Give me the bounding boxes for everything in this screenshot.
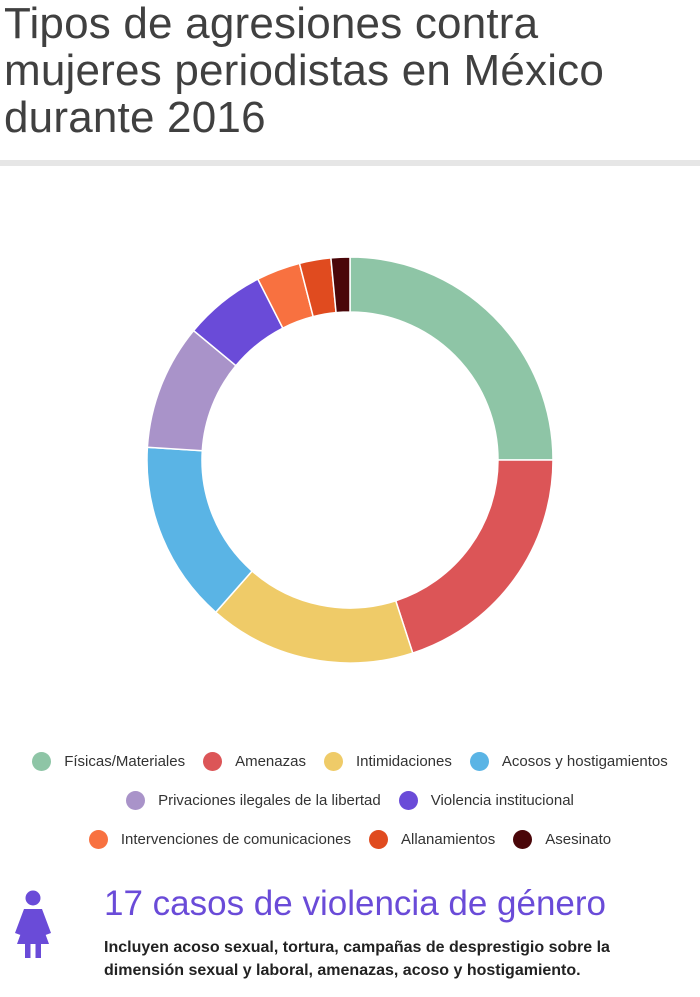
legend-label: Asesinato — [545, 831, 612, 848]
legend-swatch — [126, 791, 146, 810]
donut-slice-2[interactable] — [214, 569, 414, 664]
legend-item-fisicas[interactable]: Físicas/Materiales — [32, 752, 185, 771]
legend-item-allanamientos[interactable]: Allanamientos — [369, 830, 495, 849]
legend-row: Físicas/Materiales Amenazas Intimidacion… — [0, 742, 700, 781]
woman-icon — [15, 890, 51, 958]
legend-swatch — [323, 752, 343, 771]
page-title: Tipos de agresiones contra mujeres perio… — [4, 0, 605, 142]
donut-svg — [146, 256, 554, 664]
legend-label: Intimidaciones — [355, 753, 452, 770]
legend-swatch — [88, 830, 108, 849]
legend-item-acosos[interactable]: Acosos y hostigamientos — [469, 752, 668, 771]
legend-swatch — [32, 752, 52, 771]
chart-legend: Físicas/Materiales Amenazas Intimidacion… — [0, 742, 700, 859]
callout-text: Incluyen acoso sexual, tortura, campañas… — [104, 939, 610, 979]
donut-slice-0[interactable] — [349, 256, 554, 461]
legend-item-privaciones[interactable]: Privaciones ilegales de la libertad — [126, 791, 381, 810]
callout-title: 17 casos de violencia de género — [104, 884, 607, 923]
legend-swatch — [398, 791, 418, 810]
legend-swatch — [203, 752, 223, 771]
legend-item-intervenciones[interactable]: Intervenciones de comunicaciones — [88, 830, 352, 849]
legend-swatch — [369, 830, 389, 849]
donut-slice-3[interactable] — [146, 446, 254, 614]
legend-label: Privaciones ilegales de la libertad — [158, 792, 381, 809]
legend-label: Acosos y hostigamientos — [501, 753, 668, 770]
legend-item-amenazas[interactable]: Amenazas — [203, 752, 306, 771]
legend-item-intimidaciones[interactable]: Intimidaciones — [323, 752, 452, 771]
divider — [0, 160, 700, 166]
legend-label: Violencia institucional — [430, 792, 574, 809]
legend-row: Privaciones ilegales de la libertad Viol… — [0, 781, 700, 820]
legend-item-asesinato[interactable]: Asesinato — [513, 830, 611, 849]
donut-chart — [0, 166, 700, 726]
gender-violence-callout: 17 casos de violencia de género Incluyen… — [0, 880, 700, 997]
legend-label: Intervenciones de comunicaciones — [120, 831, 352, 848]
legend-label: Amenazas — [235, 753, 306, 770]
legend-swatch — [513, 830, 533, 849]
legend-swatch — [469, 752, 489, 771]
legend-label: Allanamientos — [401, 831, 496, 848]
legend-label: Físicas/Materiales — [64, 753, 186, 770]
legend-item-violencia-institucional[interactable]: Violencia institucional — [398, 791, 574, 810]
donut-slice-8[interactable] — [330, 256, 351, 314]
legend-row: Intervenciones de comunicaciones Allanam… — [0, 820, 700, 859]
donut-slice-1[interactable] — [394, 459, 554, 655]
